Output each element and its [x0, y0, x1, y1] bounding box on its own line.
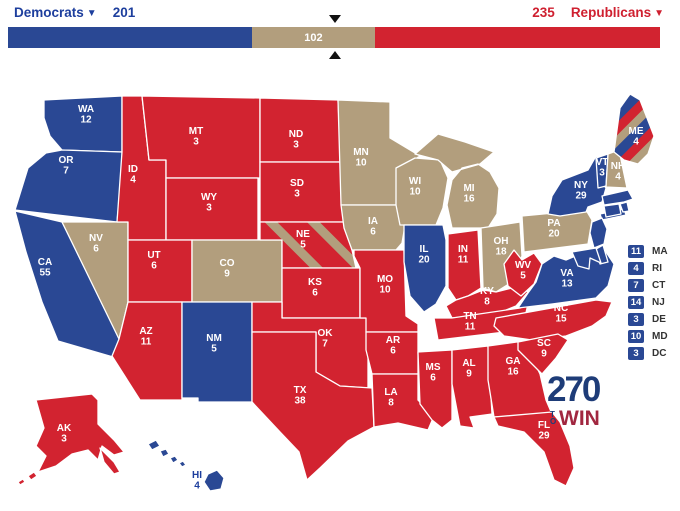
republicans-label: Republicans: [570, 5, 652, 20]
list-ev-badge-MD: 10: [628, 330, 644, 343]
state-IL[interactable]: [403, 224, 447, 313]
small-state-list: 11 MA 4 RI 7 CT 14 NJ 3 DE 10 MD 3 DC: [628, 245, 668, 360]
state-RI[interactable]: [619, 201, 630, 213]
state-NM[interactable]: [181, 301, 253, 403]
state-NJ[interactable]: [589, 217, 608, 249]
list-item-MD[interactable]: 10 MD: [628, 330, 668, 343]
state-LA[interactable]: [371, 373, 435, 431]
list-ev-badge-RI: 4: [628, 262, 644, 275]
list-ev-badge-DE: 3: [628, 313, 644, 326]
state-label-HI: HI 4: [192, 470, 202, 492]
democrats-dropdown[interactable]: Democrats ▼: [14, 5, 97, 20]
state-SD[interactable]: [259, 161, 346, 223]
republicans-ev-count: 235: [532, 5, 555, 20]
state-MD[interactable]: [571, 247, 602, 270]
democrats-ev-count: 201: [112, 5, 136, 20]
state-IA[interactable]: [340, 204, 407, 251]
logo-win: WIN: [559, 407, 600, 430]
state-UT[interactable]: [127, 239, 193, 303]
state-TX[interactable]: [251, 331, 375, 481]
list-abbr-RI: RI: [652, 263, 662, 274]
state-WY[interactable]: [165, 177, 259, 241]
state-FL[interactable]: [493, 411, 575, 487]
list-ev-badge-NJ: 14: [628, 296, 644, 309]
state-AK[interactable]: [17, 393, 125, 486]
caret-down-icon: ▼: [654, 8, 664, 19]
logo-to: TO: [550, 410, 557, 426]
list-item-DC[interactable]: 3 DC: [628, 347, 668, 360]
state-CT[interactable]: [603, 203, 622, 218]
list-item-NJ[interactable]: 14 NJ: [628, 296, 668, 309]
state-MA[interactable]: [601, 189, 634, 206]
list-ev-badge-CT: 7: [628, 279, 644, 292]
state-CO[interactable]: [191, 239, 283, 303]
list-item-RI[interactable]: 4 RI: [628, 262, 668, 275]
republicans-header: 235 Republicans ▼: [532, 5, 664, 20]
tossup-bar-segment: 102: [251, 27, 376, 48]
state-WI[interactable]: [395, 157, 449, 226]
state-AR[interactable]: [365, 331, 419, 375]
list-item-MA[interactable]: 11 MA: [628, 245, 668, 258]
democrats-header: Democrats ▼ 201: [14, 5, 135, 20]
list-abbr-DE: DE: [652, 314, 666, 325]
270towin-logo[interactable]: 270 TO WIN: [547, 370, 601, 430]
list-item-DE[interactable]: 3 DE: [628, 313, 668, 326]
state-SC[interactable]: [517, 333, 569, 375]
tossup-ev-count: 102: [304, 31, 323, 44]
list-abbr-NJ: NJ: [652, 297, 665, 308]
state-WA[interactable]: [43, 95, 123, 153]
republicans-dropdown[interactable]: Republicans ▼: [571, 5, 664, 20]
win-threshold-marker-top: [329, 15, 342, 23]
state-ME[interactable]: [613, 93, 655, 165]
state-NC[interactable]: [493, 299, 613, 341]
state-VA[interactable]: [517, 251, 615, 309]
state-MI[interactable]: [414, 133, 500, 229]
list-ev-badge-DC: 3: [628, 347, 644, 360]
state-OR[interactable]: [14, 149, 123, 223]
list-item-CT[interactable]: 7 CT: [628, 279, 668, 292]
state-HI[interactable]: [147, 439, 225, 492]
caret-down-icon: ▼: [86, 8, 97, 19]
electoral-vote-bar: 102: [8, 27, 660, 48]
list-ev-badge-MA: 11: [628, 245, 644, 258]
state-IN[interactable]: [447, 229, 482, 301]
list-abbr-MD: MD: [652, 331, 668, 342]
list-abbr-DC: DC: [652, 348, 667, 359]
rep-bar-segment: [375, 27, 660, 48]
logo-270: 270: [547, 370, 601, 409]
win-threshold-marker-bottom: [329, 51, 342, 59]
state-PA[interactable]: [521, 209, 593, 253]
democrats-label: Democrats: [14, 5, 84, 20]
state-KS[interactable]: [281, 267, 361, 319]
state-ND[interactable]: [259, 97, 342, 163]
list-abbr-MA: MA: [652, 246, 668, 257]
state-AL[interactable]: [451, 345, 493, 429]
list-abbr-CT: CT: [652, 280, 666, 291]
dem-bar-segment: [8, 27, 252, 48]
